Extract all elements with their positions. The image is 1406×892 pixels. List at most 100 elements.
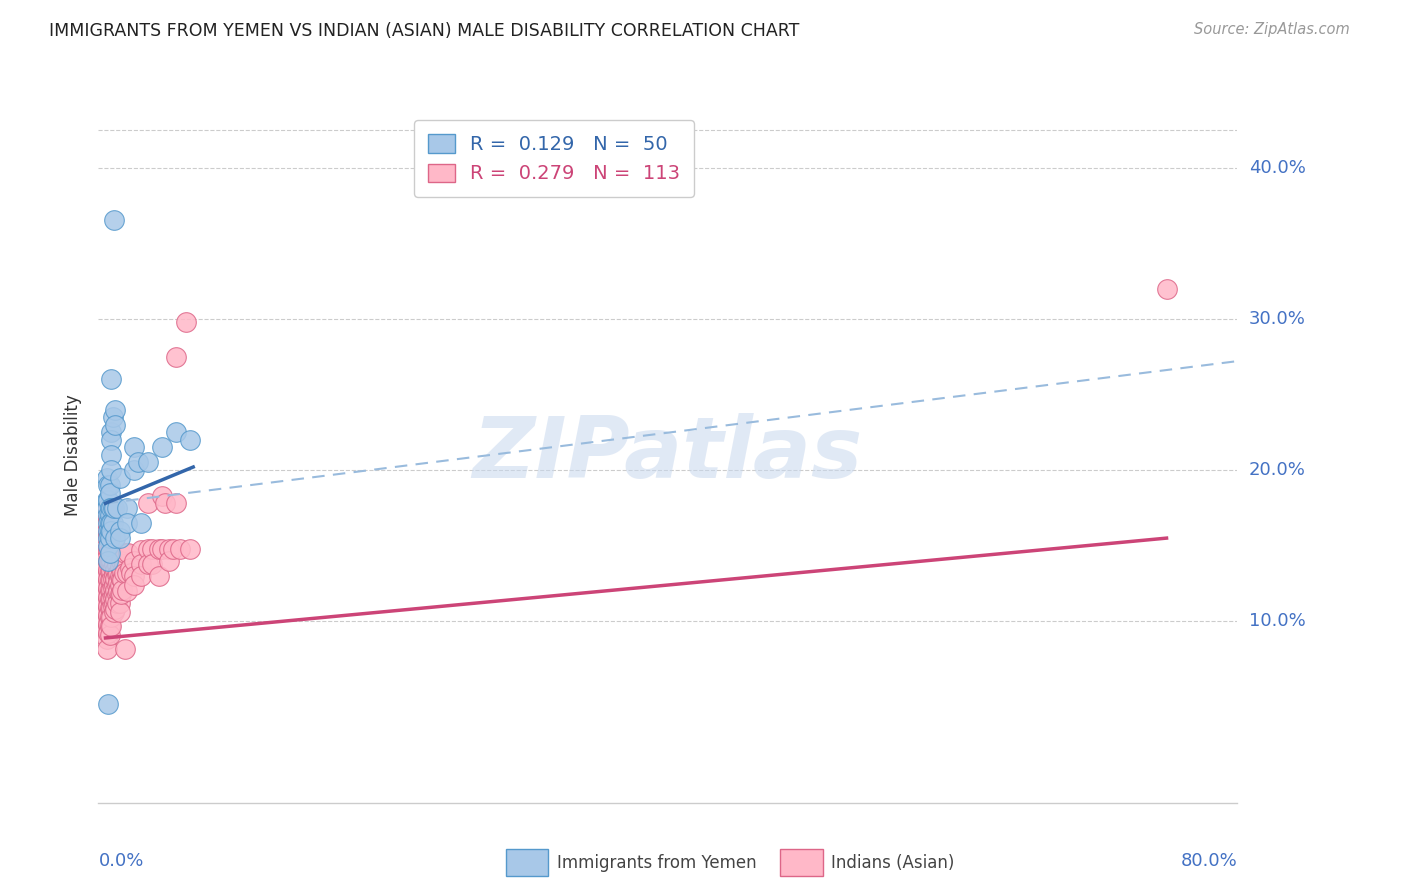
Point	[108, 596, 131, 610]
Point	[110, 554, 132, 568]
Point	[136, 455, 159, 469]
Point	[162, 541, 184, 556]
Point	[104, 563, 127, 577]
Point	[111, 582, 134, 597]
Point	[107, 566, 129, 580]
Point	[100, 582, 122, 597]
Point	[141, 557, 163, 571]
Point	[98, 524, 121, 538]
Point	[96, 524, 118, 538]
Point	[107, 584, 129, 599]
Point	[100, 463, 122, 477]
Point	[136, 557, 159, 571]
Point	[98, 541, 121, 556]
Point	[97, 581, 120, 595]
Point	[103, 596, 125, 610]
Point	[96, 569, 118, 583]
Legend: R =  0.129   N =  50, R =  0.279   N =  113: R = 0.129 N = 50, R = 0.279 N = 113	[413, 120, 695, 197]
Point	[101, 561, 124, 575]
Point	[100, 591, 122, 606]
Text: 40.0%: 40.0%	[1249, 159, 1306, 177]
Point	[100, 600, 122, 615]
Text: 0.0%: 0.0%	[98, 852, 143, 870]
Point	[153, 496, 176, 510]
Point	[100, 500, 122, 515]
Point	[100, 574, 122, 588]
Point	[98, 546, 121, 560]
Point	[103, 587, 125, 601]
Point	[105, 567, 128, 582]
Point	[112, 557, 135, 571]
Point	[129, 557, 152, 571]
Point	[103, 213, 125, 227]
Point	[141, 541, 163, 556]
Point	[179, 541, 201, 556]
Point	[157, 554, 180, 568]
Point	[98, 582, 121, 597]
Point	[97, 541, 120, 556]
Point	[148, 569, 170, 583]
Point	[96, 559, 118, 574]
Point	[101, 410, 124, 425]
Y-axis label: Male Disability: Male Disability	[65, 394, 83, 516]
Point	[97, 493, 120, 508]
Point	[97, 554, 120, 568]
Point	[101, 599, 124, 614]
Point	[96, 632, 118, 647]
Point	[96, 605, 118, 619]
Point	[120, 566, 142, 580]
Point	[104, 572, 127, 586]
Point	[115, 584, 138, 599]
Point	[100, 524, 122, 538]
Point	[136, 496, 159, 510]
Point	[104, 417, 127, 432]
Point	[101, 500, 124, 515]
Point	[174, 315, 197, 329]
Point	[101, 572, 124, 586]
Point	[107, 574, 129, 589]
Point	[114, 546, 136, 560]
Point	[108, 531, 131, 545]
Point	[96, 470, 118, 484]
Point	[122, 554, 145, 568]
Text: 80.0%: 80.0%	[1181, 852, 1237, 870]
Point	[97, 539, 120, 553]
Point	[97, 626, 120, 640]
Point	[98, 600, 121, 615]
Point	[98, 574, 121, 588]
Point	[150, 489, 173, 503]
Point	[117, 546, 139, 560]
Point	[97, 508, 120, 523]
Point	[97, 511, 120, 525]
Point	[108, 559, 131, 574]
Point	[122, 578, 145, 592]
Point	[115, 516, 138, 530]
Point	[96, 596, 118, 610]
Point	[96, 541, 118, 556]
Point	[105, 558, 128, 573]
Point	[105, 500, 128, 515]
Point	[104, 602, 127, 616]
Point	[103, 578, 125, 592]
Point	[122, 569, 145, 583]
Point	[148, 541, 170, 556]
Point	[105, 587, 128, 601]
Point	[103, 500, 125, 515]
Point	[104, 591, 127, 606]
Point	[103, 567, 125, 582]
Point	[98, 530, 121, 544]
Point	[97, 563, 120, 577]
Point	[96, 531, 118, 545]
Point	[97, 531, 120, 545]
Point	[96, 516, 118, 530]
Point	[110, 572, 132, 586]
Point	[110, 587, 132, 601]
Point	[104, 531, 127, 545]
Point	[165, 425, 187, 440]
Point	[96, 624, 118, 638]
Point	[97, 617, 120, 632]
Point	[100, 516, 122, 530]
Point	[129, 516, 152, 530]
Point	[98, 485, 121, 500]
Point	[127, 455, 149, 469]
